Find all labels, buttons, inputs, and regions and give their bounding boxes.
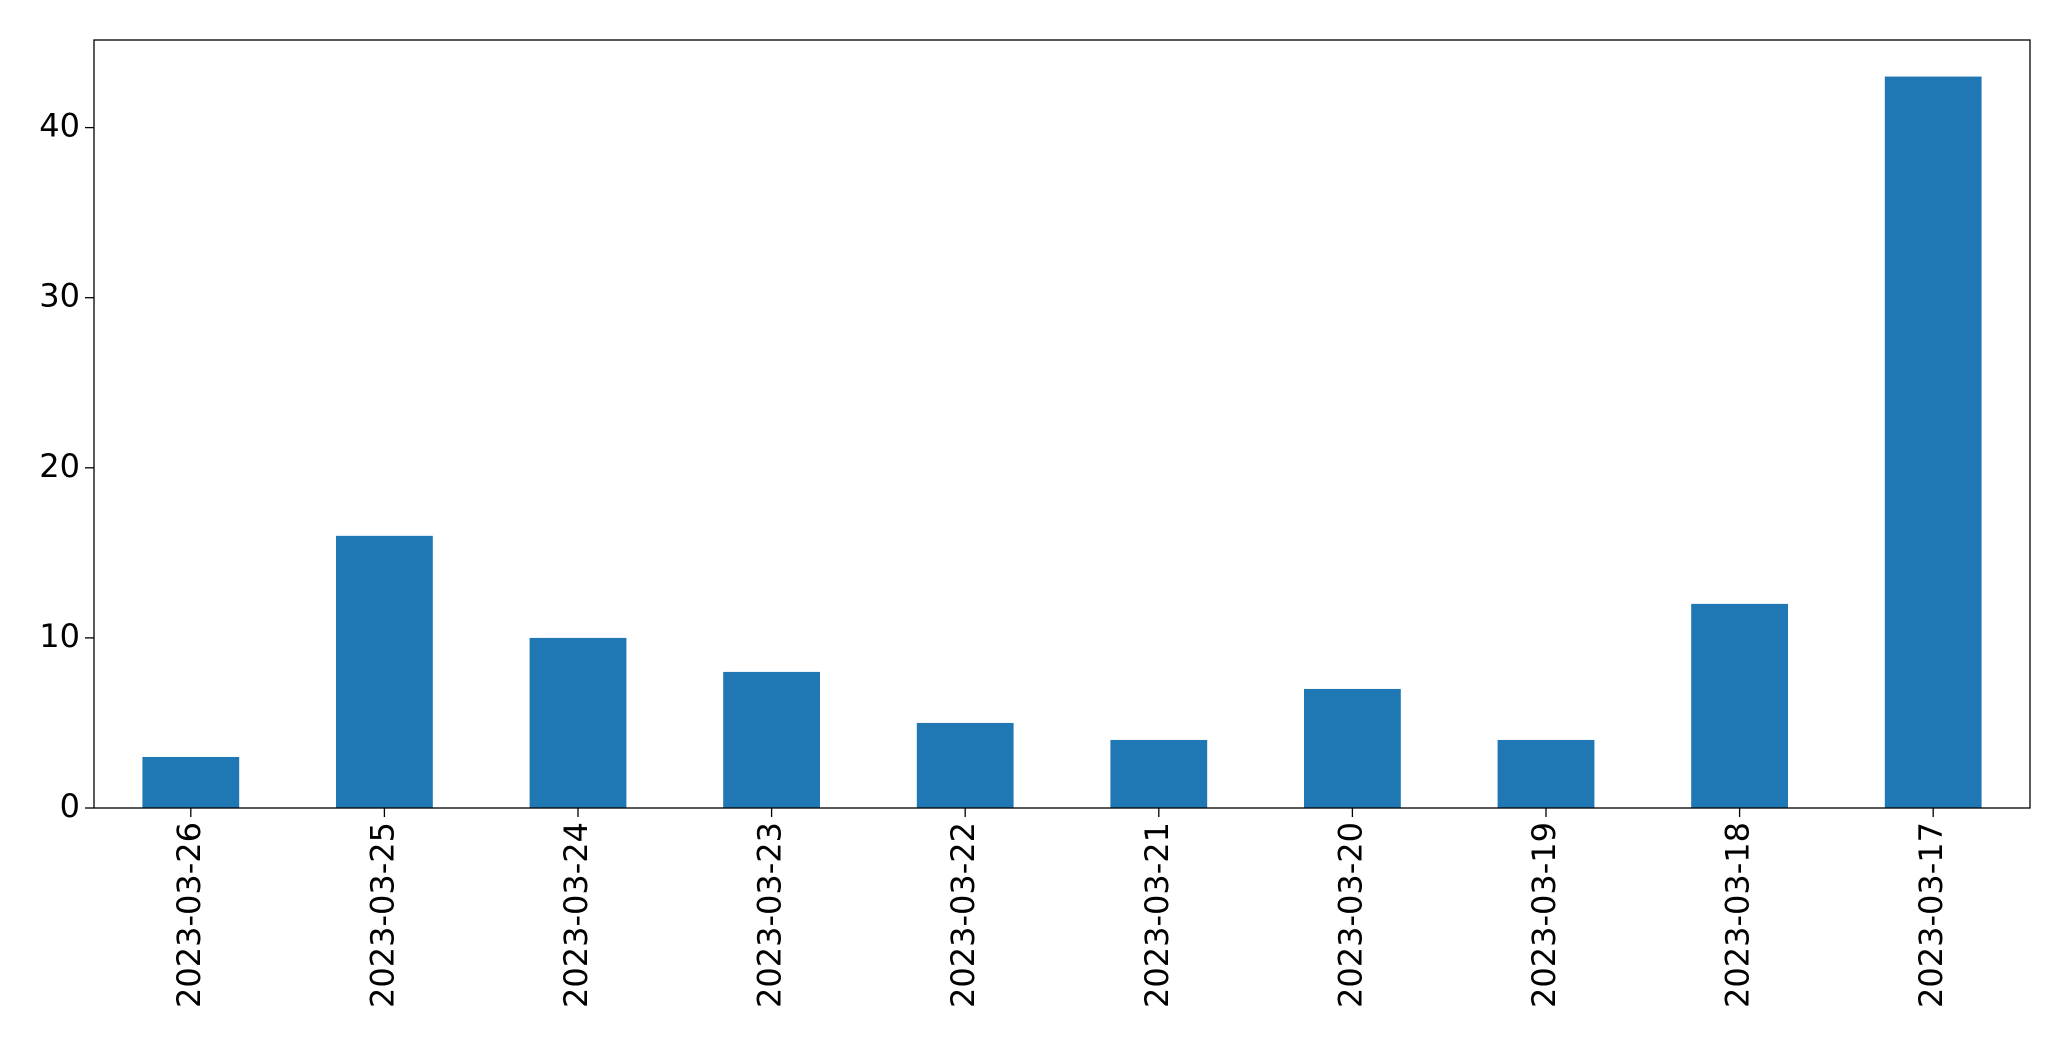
y-tick-label: 40 [39,107,80,145]
bar [1497,739,1595,808]
bar [1110,739,1208,808]
bar [723,671,820,808]
x-tick-label: 2023-03-24 [557,822,595,1008]
bar [529,637,627,808]
bar [916,722,1014,808]
bar [1304,688,1401,808]
x-tick-label: 2023-03-25 [363,822,401,1008]
y-tick-label: 10 [39,617,80,655]
bar [142,756,240,808]
x-tick-label: 2023-03-23 [751,822,789,1008]
x-tick-label: 2023-03-17 [1912,822,1950,1008]
y-tick-label: 20 [39,447,80,485]
bar [336,535,433,808]
y-tick-label: 30 [39,277,80,315]
x-tick-label: 2023-03-26 [170,822,208,1008]
bar [1884,76,1982,809]
plot-frame [93,39,2031,809]
x-tick-label: 2023-03-22 [944,822,982,1008]
x-tick-label: 2023-03-21 [1138,822,1176,1008]
y-tick-label: 0 [60,787,80,825]
x-tick-label: 2023-03-18 [1719,822,1757,1008]
x-tick-label: 2023-03-20 [1331,822,1369,1008]
x-tick-label: 2023-03-19 [1525,822,1563,1008]
bar [1691,603,1788,808]
